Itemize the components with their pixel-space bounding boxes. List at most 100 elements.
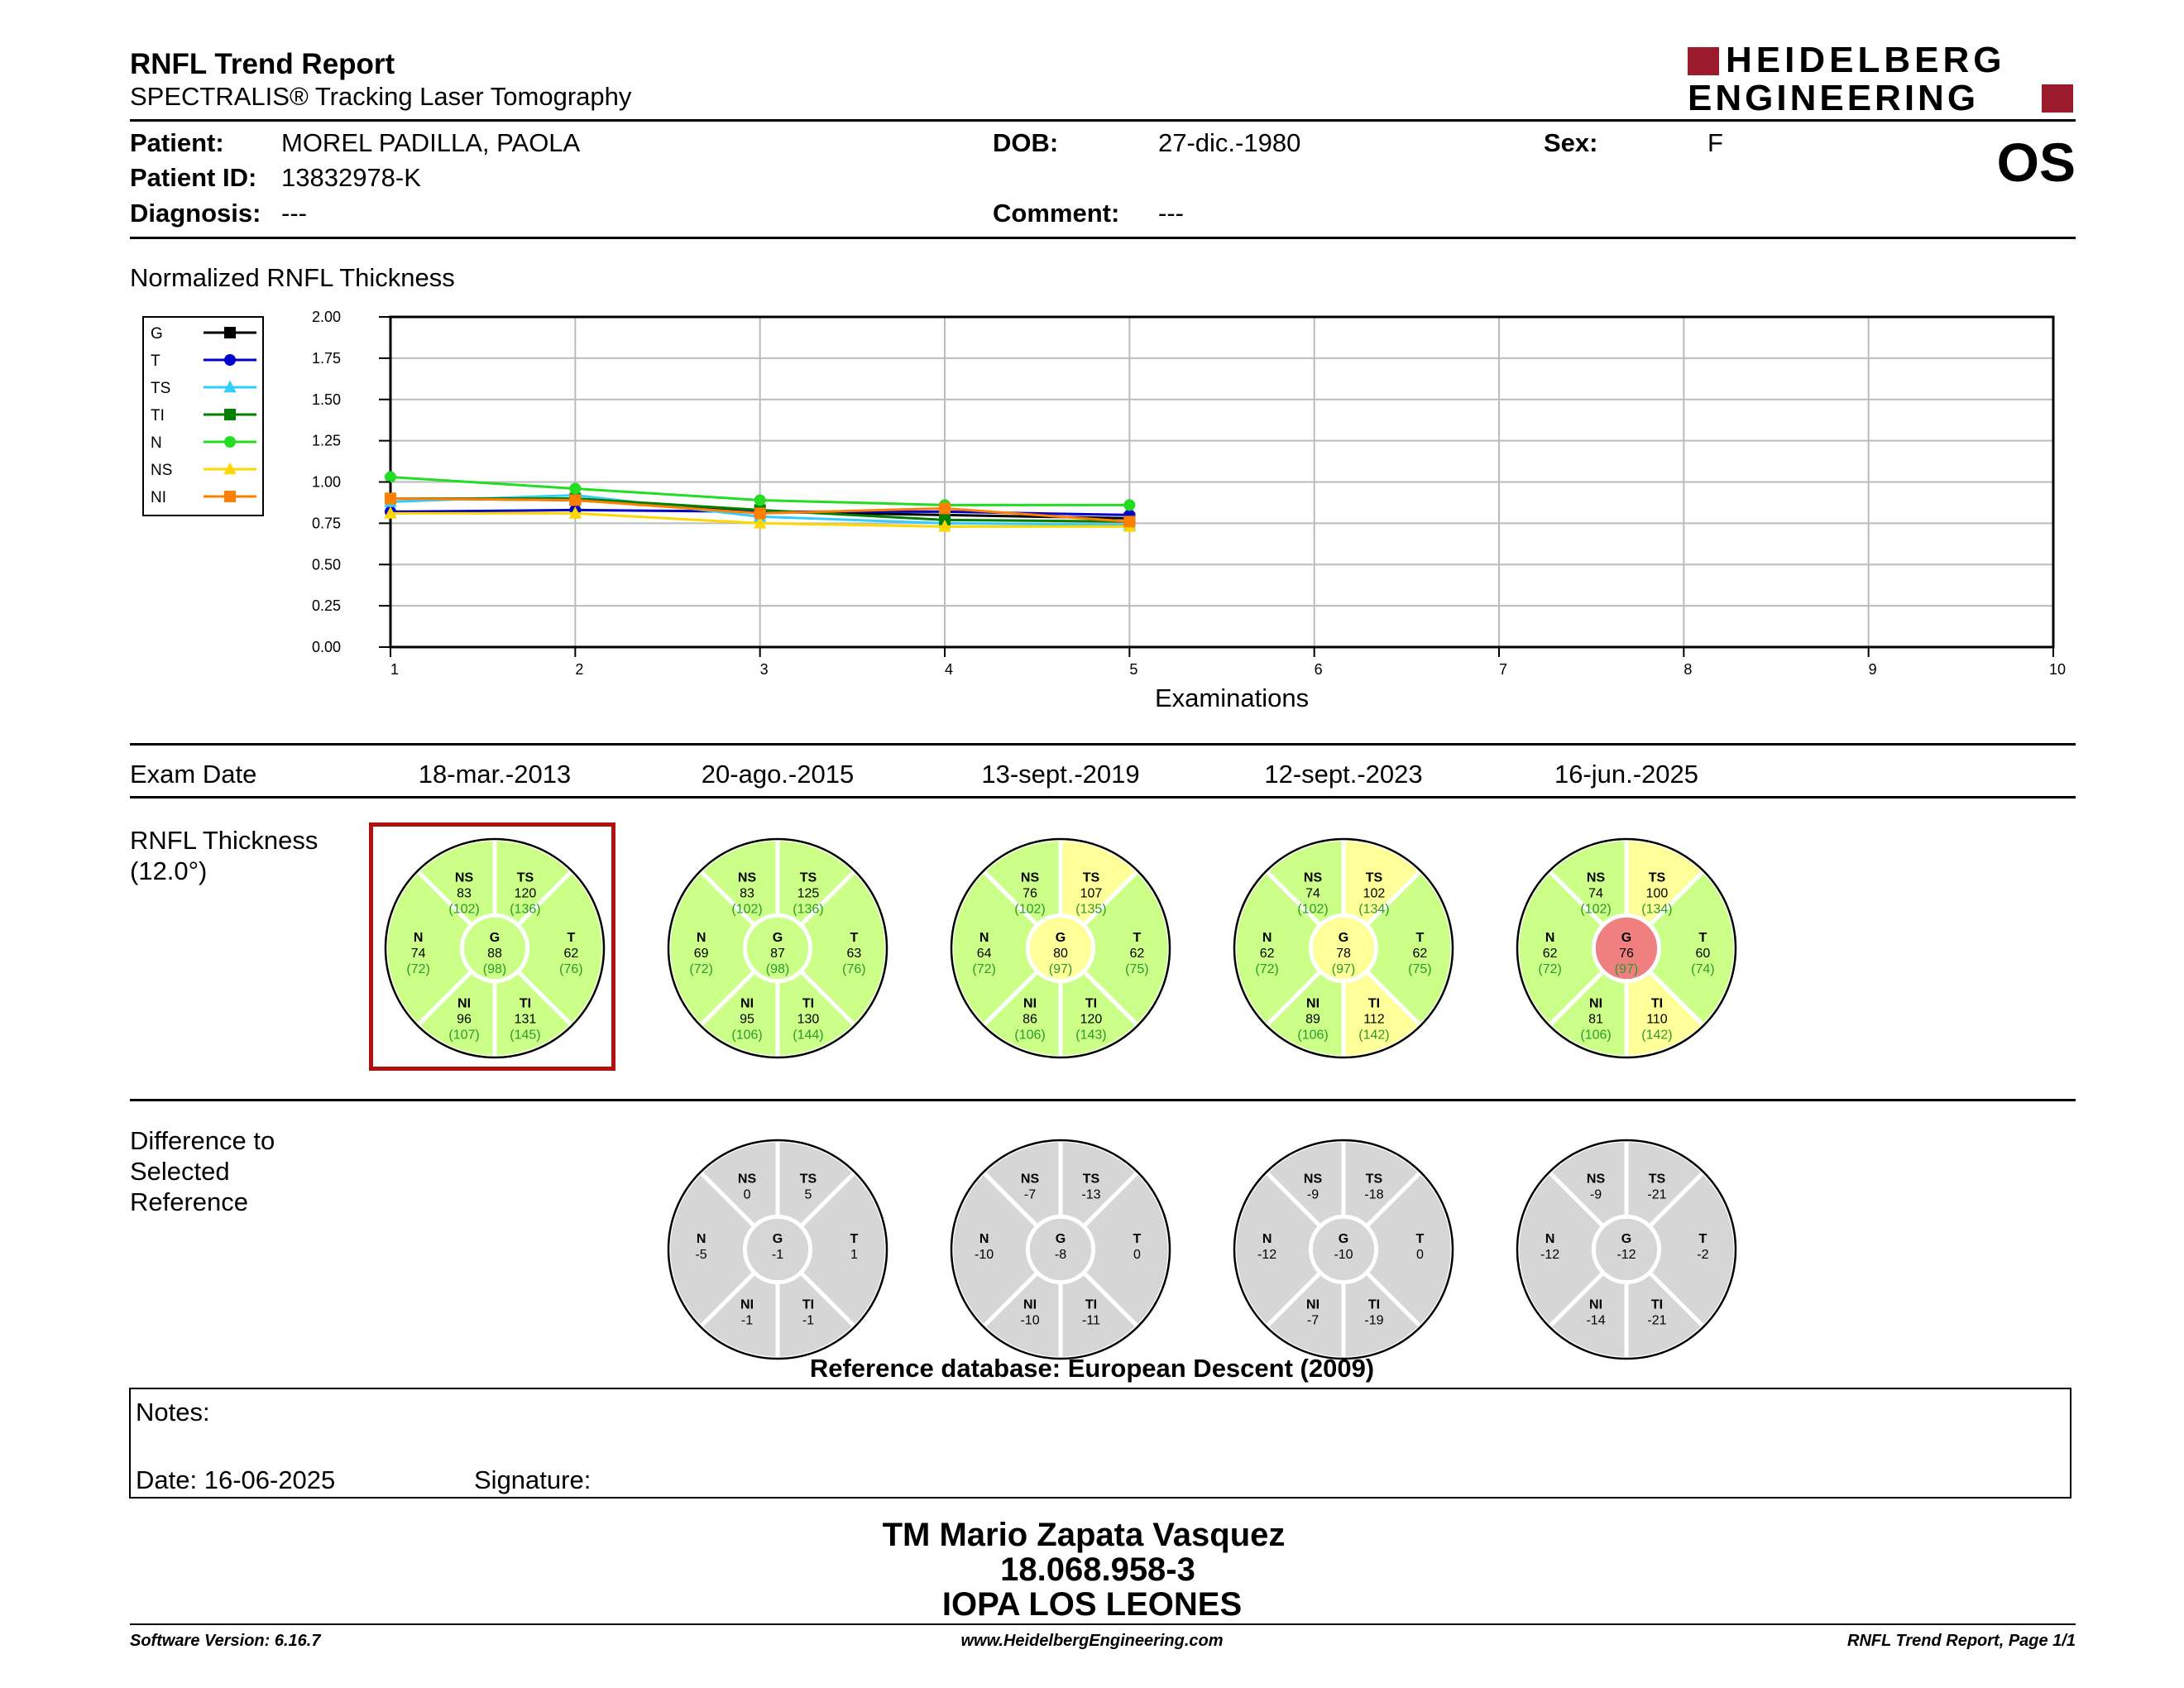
- sector-name: NI: [1306, 996, 1320, 1010]
- sector-name: N: [1545, 1232, 1555, 1246]
- sector-difference: -12: [1616, 1248, 1636, 1262]
- sector-difference: -8: [1055, 1248, 1066, 1262]
- selected-reference-box[interactable]: [369, 822, 615, 1071]
- sector-value: 130: [797, 1012, 820, 1026]
- sector-normative: (72): [1538, 962, 1561, 976]
- sector-name: TI: [1368, 996, 1380, 1010]
- sector-normative: (72): [972, 962, 995, 976]
- sector-name: G: [490, 931, 500, 945]
- data-point: [1123, 516, 1136, 528]
- sector-value: 87: [770, 947, 785, 961]
- sector-g: [1025, 1214, 1096, 1285]
- exam-date-5: 16-jun.-2025: [1554, 760, 1699, 789]
- sector-normative: (97): [1332, 962, 1355, 976]
- data-point: [938, 519, 951, 532]
- sector-name: NS: [455, 870, 474, 885]
- rnfl-circle-1[interactable]: TS120(136)T62(76)TI131(145)NI96(107)N74(…: [381, 835, 606, 1060]
- rnfl-circle-3[interactable]: TS107(135)T62(75)TI120(143)NI86(106)N64(…: [947, 835, 1172, 1060]
- x-tick-label: 3: [760, 661, 769, 678]
- rnfl-circle-5[interactable]: TS100(134)T60(74)TI110(142)NI81(106)N62(…: [1513, 835, 1738, 1060]
- sector-name: NI: [1589, 1297, 1602, 1312]
- y-tick-label: 0.25: [312, 597, 341, 614]
- chart-xlabel: Examinations: [1155, 683, 1310, 712]
- sector-value: 64: [977, 947, 992, 961]
- chart-ticks: 0.00 0.25 0.50 0.75 1.00 1.25 1.50 1.75 2.00 1 2 3 4…: [312, 309, 2066, 678]
- trend-chart: GT TS TI N NS NI 0.00 0.25 0.50 0.75 1.00 1.25 1.50…: [142, 309, 2066, 678]
- stamp-id: 18.068.958-3: [1000, 1551, 1195, 1588]
- sector-value: 80: [1053, 947, 1068, 961]
- sector-value: 120: [1080, 1012, 1103, 1026]
- sector-normative: (135): [1075, 902, 1106, 916]
- data-point: [569, 494, 582, 506]
- circle-outline: [1233, 837, 1454, 1059]
- sector-difference: -5: [695, 1248, 706, 1262]
- sector-value: 110: [1646, 1012, 1668, 1026]
- legend-label: NS: [151, 462, 172, 479]
- comment-value: ---: [1158, 199, 1184, 228]
- sector-g: [1025, 913, 1096, 984]
- data-point: [385, 492, 396, 505]
- series-ns: [384, 506, 1137, 532]
- sector-normative: (107): [448, 1028, 479, 1042]
- sector-name: T: [1699, 1232, 1707, 1246]
- sector-name: NS: [738, 1172, 757, 1186]
- sector-difference: -1: [802, 1313, 814, 1327]
- y-tick-label: 1.00: [312, 474, 341, 491]
- circle-outline: [384, 837, 606, 1059]
- notes-box: Notes: Date: 16-06-2025 Signature:: [129, 1388, 2071, 1499]
- software-version: Software Version: 6.16.7: [130, 1632, 321, 1650]
- legend-label: T: [151, 352, 160, 370]
- sector-name: N: [979, 1232, 989, 1246]
- report-subtitle: SPECTRALIS® Tracking Laser Tomography: [130, 82, 632, 111]
- x-tick-label: 10: [2049, 661, 2066, 678]
- sector-value: 74: [1588, 886, 1603, 900]
- sector-value: 76: [1023, 886, 1037, 900]
- exam-date-3: 13-sept.-2019: [981, 760, 1140, 789]
- sector-name: T: [850, 1232, 859, 1246]
- series-ni: [385, 492, 1136, 528]
- exam-date-4: 12-sept.-2023: [1264, 760, 1423, 789]
- sector-value: 62: [1260, 947, 1275, 961]
- exam-date-2: 20-ago.-2015: [701, 760, 855, 789]
- data-point: [754, 507, 766, 520]
- sector-value: 62: [564, 947, 579, 961]
- website-link[interactable]: www.HeidelbergEngineering.com: [960, 1632, 1224, 1650]
- rnfl-circle-4[interactable]: TS102(134)T62(75)TI112(142)NI89(106)N62(…: [1230, 835, 1455, 1060]
- legend-marker: [223, 462, 237, 475]
- circle-outline: [1516, 1139, 1737, 1360]
- sector-value: 60: [1696, 947, 1711, 961]
- sector-difference: -10: [975, 1248, 994, 1262]
- sector-value: 125: [797, 886, 820, 900]
- sector-name: TS: [1083, 1172, 1100, 1186]
- sector-normative: (106): [1580, 1028, 1611, 1042]
- legend-marker: [224, 436, 236, 448]
- data-point: [753, 516, 767, 529]
- stamp-clinic: IOPA LOS LEONES: [941, 1586, 1243, 1623]
- rnfl-circle-2[interactable]: TS125(136)T63(76)TI130(144)NI95(106)N69(…: [664, 835, 889, 1060]
- sector-name: NS: [1587, 870, 1606, 885]
- report-title: RNFL Trend Report: [130, 48, 395, 80]
- patient-label: Patient:: [130, 128, 224, 157]
- x-tick-label: 9: [1869, 661, 1877, 678]
- data-point: [384, 506, 397, 519]
- sector-difference: -1: [741, 1313, 753, 1327]
- sector-normative: (142): [1358, 1028, 1389, 1042]
- data-point: [385, 471, 396, 483]
- sector-name: TI: [802, 1297, 814, 1312]
- sector-name: TI: [1085, 1297, 1097, 1312]
- sector-value: 102: [1363, 886, 1386, 900]
- sector-name: TI: [1651, 996, 1663, 1010]
- sector-difference: -21: [1647, 1187, 1666, 1201]
- y-tick-label: 2.00: [312, 309, 341, 325]
- sector-g: [1308, 913, 1379, 984]
- sector-normative: (72): [406, 962, 429, 976]
- sector-value: 100: [1646, 886, 1669, 900]
- sector-name: TI: [520, 996, 531, 1010]
- sector-difference: -1: [772, 1248, 783, 1262]
- sector-value: 86: [1023, 1012, 1037, 1026]
- sector-normative: (75): [1125, 962, 1148, 976]
- sector-name: N: [1262, 1232, 1272, 1246]
- x-tick-label: 5: [1129, 661, 1138, 678]
- chart-grid: [389, 315, 2055, 649]
- difference-circle-4: TS-18 T 0 TI-19 NI-7 N -12 NS-9 G -10: [1232, 1138, 1455, 1361]
